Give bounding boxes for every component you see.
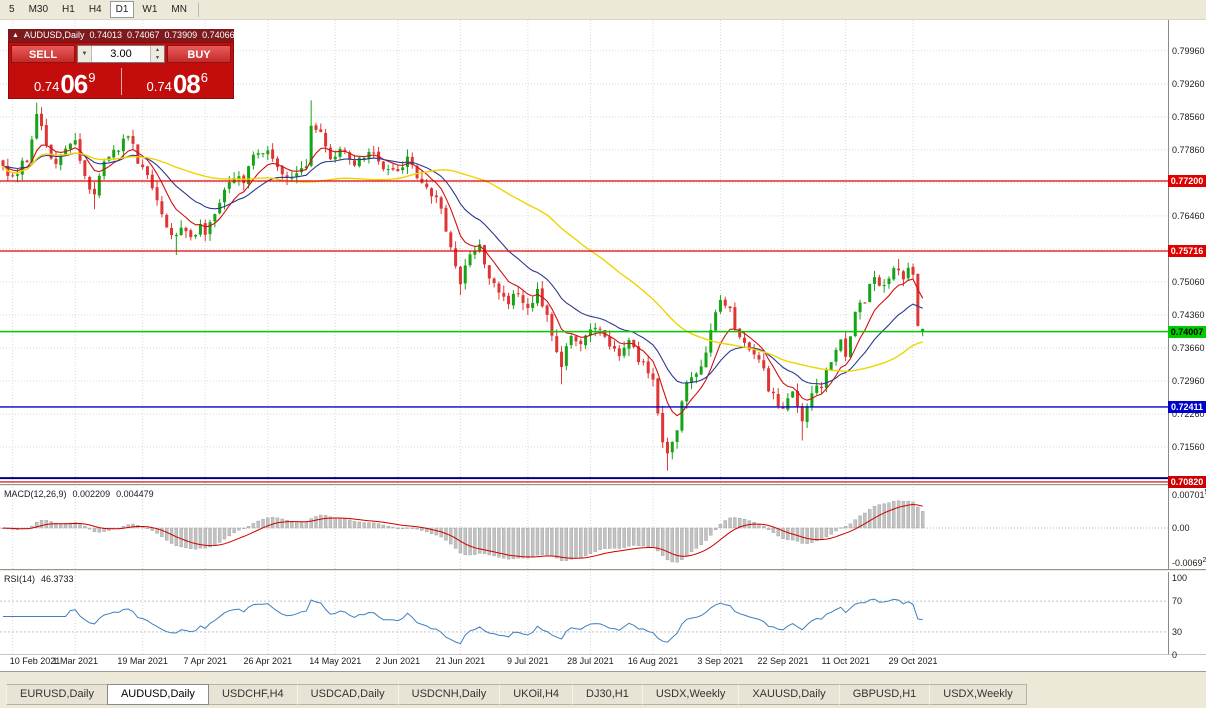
ohlc-close: 0.74066 — [202, 30, 235, 40]
ask-pips: 08 — [172, 68, 201, 99]
moving-average-lines — [2, 144, 924, 417]
bid-price[interactable]: 0.74 06 9 — [9, 65, 121, 98]
panel-splitter[interactable] — [0, 484, 1206, 487]
timeframe-button-w1[interactable]: W1 — [142, 4, 158, 15]
price-axis-border — [1168, 20, 1169, 654]
ohlc-high: 0.74067 — [127, 30, 160, 40]
timeframe-button-h4[interactable]: H4 — [88, 4, 102, 15]
grid — [0, 20, 1168, 484]
ohlc-open: 0.74013 — [89, 30, 122, 40]
macd-value-main: 0.002209 — [72, 489, 111, 499]
chart-tab-7-usdx-weekly[interactable]: USDX,Weekly — [641, 684, 740, 705]
chart-tab-1-audusd-daily[interactable]: AUDUSD,Daily — [106, 684, 209, 705]
chart-plot-background — [0, 20, 1206, 671]
panel-splitter[interactable] — [0, 569, 1206, 572]
ma-8-line — [2, 144, 924, 417]
candles — [1, 100, 925, 471]
ohlc-low: 0.73909 — [164, 30, 198, 40]
rsi-name: RSI(14) — [4, 574, 36, 584]
chart-tab-5-ukoil-h4[interactable]: UKOil,H4 — [499, 684, 574, 705]
chart-tab-9-gbpusd-h1[interactable]: GBPUSD,H1 — [838, 684, 931, 705]
sell-button[interactable]: SELL — [11, 45, 75, 63]
collapse-triangle-icon[interactable]: ▲ — [12, 32, 19, 39]
chart-tab-10-usdx-weekly[interactable]: USDX,Weekly — [929, 684, 1027, 705]
rsi-grid — [0, 572, 1168, 654]
ma-50-line — [2, 152, 923, 373]
rsi-line — [3, 598, 923, 645]
toolbar-separator — [197, 2, 199, 17]
timeframe-button-mn[interactable]: MN — [171, 4, 187, 15]
rsi-indicator-label: RSI(14) 46.3733 — [4, 574, 80, 584]
chart-tab-4-usdcnh-daily[interactable]: USDCNH,Daily — [397, 684, 501, 705]
chart-tab-2-usdchf-h4[interactable]: USDCHF,H4 — [207, 684, 298, 705]
macd-signal-line — [2, 503, 923, 559]
chart-tabs-bar: EURUSD,Daily AUDUSD,Daily USDCHF,H4 USDCAD,… — [0, 682, 1206, 708]
macd-name: MACD(12,26,9) — [4, 489, 67, 499]
ask-point: 6 — [200, 70, 208, 85]
one-click-trading-widget: SELL ▼ 3.00 ▲ ▼ BUY 0.74 06 9 0.74 08 6 — [8, 42, 234, 99]
chart-tab-8-xauusd-daily[interactable]: XAUUSD,Daily — [738, 684, 840, 705]
volume-spinner: ▲ ▼ — [150, 46, 164, 62]
macd-value-signal: 0.004479 — [116, 489, 154, 499]
chart-tab-6-dj30-h1[interactable]: DJ30,H1 — [572, 684, 643, 705]
timeframe-toolbar: 5 M30 H1 H4 D1 W1 MN — [0, 0, 1206, 20]
chart-symbol: AUDUSD,Daily — [23, 30, 85, 40]
buy-button[interactable]: BUY — [167, 45, 231, 63]
bid-big-figure: 0.74 — [34, 79, 60, 94]
bid-point: 9 — [88, 70, 96, 85]
volume-dropdown-icon[interactable]: ▼ — [78, 46, 92, 62]
chart-tab-0-eurusd-daily[interactable]: EURUSD,Daily — [6, 684, 108, 705]
ask-big-figure: 0.74 — [146, 79, 172, 94]
macd-panel[interactable] — [0, 487, 1168, 569]
timeframe-button-5[interactable]: 5 — [9, 4, 15, 15]
price-chart[interactable] — [0, 20, 1168, 484]
time-axis[interactable] — [0, 654, 1206, 671]
bid-ask-divider — [120, 68, 122, 95]
bid-pips: 06 — [60, 68, 88, 99]
chart-title-bar: ▲ AUDUSD,Daily 0.74013 0.74067 0.73909 0… — [8, 29, 235, 42]
volume-increase-icon[interactable]: ▲ — [155, 47, 160, 53]
timeframe-button-h1[interactable]: H1 — [62, 4, 75, 15]
ask-price[interactable]: 0.74 08 6 — [122, 65, 234, 98]
macd-indicator-label: MACD(12,26,9) 0.002209 0.004479 — [4, 489, 160, 499]
timeframe-button-d1[interactable]: D1 — [109, 1, 135, 18]
horizontal-lines[interactable] — [0, 180, 1168, 483]
rsi-panel[interactable] — [0, 572, 1168, 654]
volume-decrease-icon[interactable]: ▼ — [155, 55, 160, 61]
ma-20-line — [2, 152, 923, 385]
chart-tab-3-usdcad-daily[interactable]: USDCAD,Daily — [296, 684, 399, 705]
rsi-value: 46.3733 — [41, 574, 74, 584]
timeframe-button-m30[interactable]: M30 — [28, 4, 49, 15]
volume-input[interactable]: 3.00 — [110, 48, 132, 60]
volume-control: ▼ 3.00 ▲ ▼ — [77, 45, 165, 63]
scroll-strip[interactable] — [0, 671, 1206, 682]
